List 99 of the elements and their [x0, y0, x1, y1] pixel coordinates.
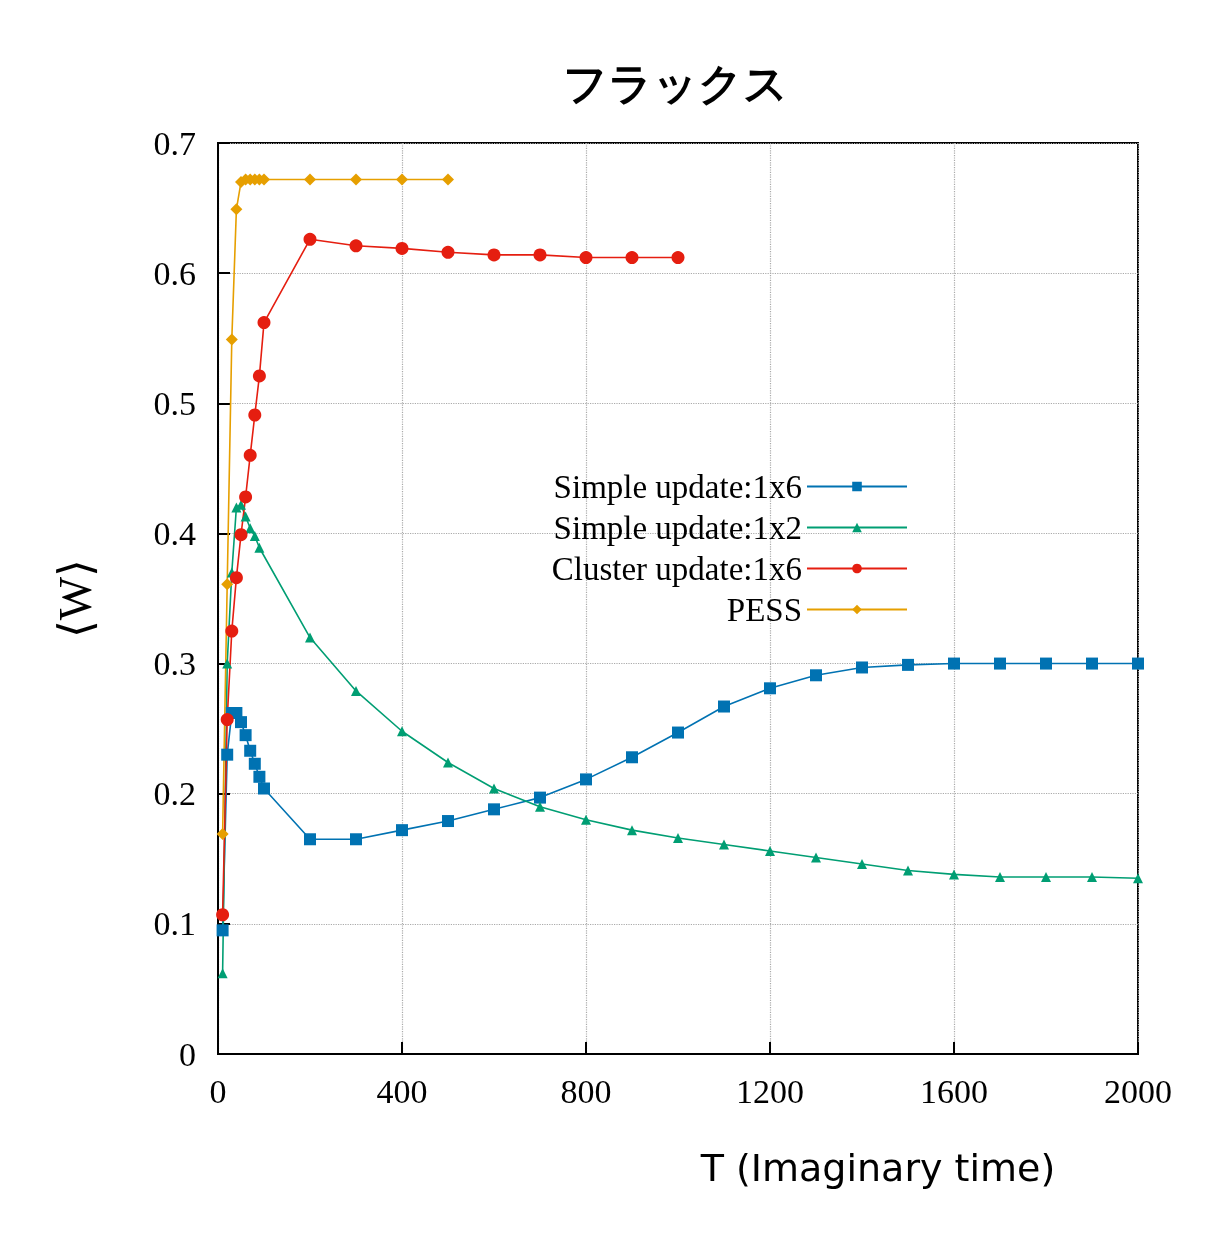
- point: [303, 232, 317, 246]
- y-tick-label: 0.2: [153, 775, 196, 813]
- point: [581, 814, 591, 825]
- point: [216, 828, 229, 841]
- point: [216, 908, 230, 922]
- point: [487, 248, 501, 262]
- point: [350, 173, 362, 186]
- point: [580, 773, 592, 786]
- point: [671, 251, 685, 265]
- point: [216, 924, 229, 937]
- point: [230, 203, 243, 216]
- point: [488, 803, 500, 816]
- point: [535, 801, 545, 812]
- point: [221, 578, 234, 591]
- point: [349, 239, 363, 253]
- point: [258, 782, 270, 795]
- point: [811, 852, 821, 863]
- point: [994, 657, 1006, 670]
- point: [810, 669, 822, 682]
- x-tick-label: 2000: [1104, 1072, 1172, 1110]
- point: [397, 726, 407, 737]
- point: [220, 713, 234, 727]
- point: [1087, 872, 1097, 883]
- point: [995, 872, 1005, 883]
- point: [396, 824, 408, 837]
- point: [222, 658, 233, 669]
- point: [719, 839, 729, 850]
- y-tick-label: 0.4: [153, 514, 196, 552]
- point: [305, 632, 315, 643]
- point: [395, 241, 409, 255]
- point: [225, 333, 238, 346]
- point: [239, 490, 253, 504]
- point: [1041, 872, 1051, 883]
- point: [1086, 657, 1098, 670]
- point: [627, 825, 637, 836]
- point: [902, 658, 914, 671]
- point: [229, 571, 243, 585]
- point: [248, 408, 262, 422]
- point: [533, 248, 547, 262]
- point: [857, 858, 867, 869]
- point: [441, 245, 455, 259]
- legend-label: PESS: [726, 591, 802, 628]
- point: [254, 542, 265, 553]
- point: [579, 251, 593, 265]
- point: [249, 531, 260, 542]
- point: [489, 783, 499, 794]
- y-tick-label: 0.1: [153, 905, 196, 943]
- point: [442, 815, 454, 828]
- point: [304, 833, 316, 846]
- point: [225, 624, 239, 638]
- y-axis-title: ⟨W⟩: [49, 558, 101, 639]
- point: [252, 369, 266, 383]
- point: [948, 657, 960, 670]
- x-tick-label: 1600: [920, 1072, 988, 1110]
- legend-label: Simple update:1x2: [553, 509, 802, 546]
- point: [765, 845, 775, 856]
- point: [903, 865, 913, 876]
- point: [350, 833, 362, 846]
- point: [221, 748, 234, 761]
- y-tick-label: 0.7: [153, 124, 196, 162]
- y-tick-label: 0.6: [153, 254, 196, 292]
- point: [244, 744, 257, 757]
- point: [235, 716, 247, 729]
- point: [248, 757, 261, 770]
- point: [1133, 873, 1143, 884]
- legend-label: Simple update:1x6: [553, 468, 802, 505]
- point: [253, 770, 266, 783]
- point: [672, 726, 684, 739]
- legend-label: Cluster update:1x6: [551, 550, 802, 587]
- point: [673, 832, 683, 843]
- y-tick-label: 0: [179, 1035, 196, 1073]
- point: [626, 751, 638, 764]
- point: [239, 729, 252, 742]
- y-tick-label: 0.5: [153, 384, 196, 422]
- point: [351, 685, 361, 696]
- x-tick-label: 0: [209, 1072, 227, 1110]
- point: [243, 448, 257, 462]
- point: [304, 173, 316, 186]
- x-axis-title: T (Imaginary time): [699, 1146, 1056, 1190]
- point: [625, 251, 639, 265]
- y-tick-label: 0.3: [153, 645, 196, 683]
- point: [949, 869, 959, 880]
- point: [442, 173, 454, 186]
- point: [257, 316, 271, 330]
- point: [217, 968, 228, 979]
- x-tick-label: 400: [376, 1072, 428, 1110]
- point: [1132, 657, 1144, 670]
- point: [396, 173, 408, 186]
- point: [856, 661, 868, 674]
- point: [718, 700, 730, 713]
- point: [764, 682, 776, 695]
- point: [234, 528, 248, 542]
- point: [240, 511, 251, 522]
- point: [534, 791, 546, 804]
- x-tick-label: 800: [560, 1072, 612, 1110]
- point: [1040, 657, 1052, 670]
- x-tick-label: 1200: [736, 1072, 804, 1110]
- point: [443, 757, 453, 768]
- chart-title: フラックス: [562, 57, 788, 109]
